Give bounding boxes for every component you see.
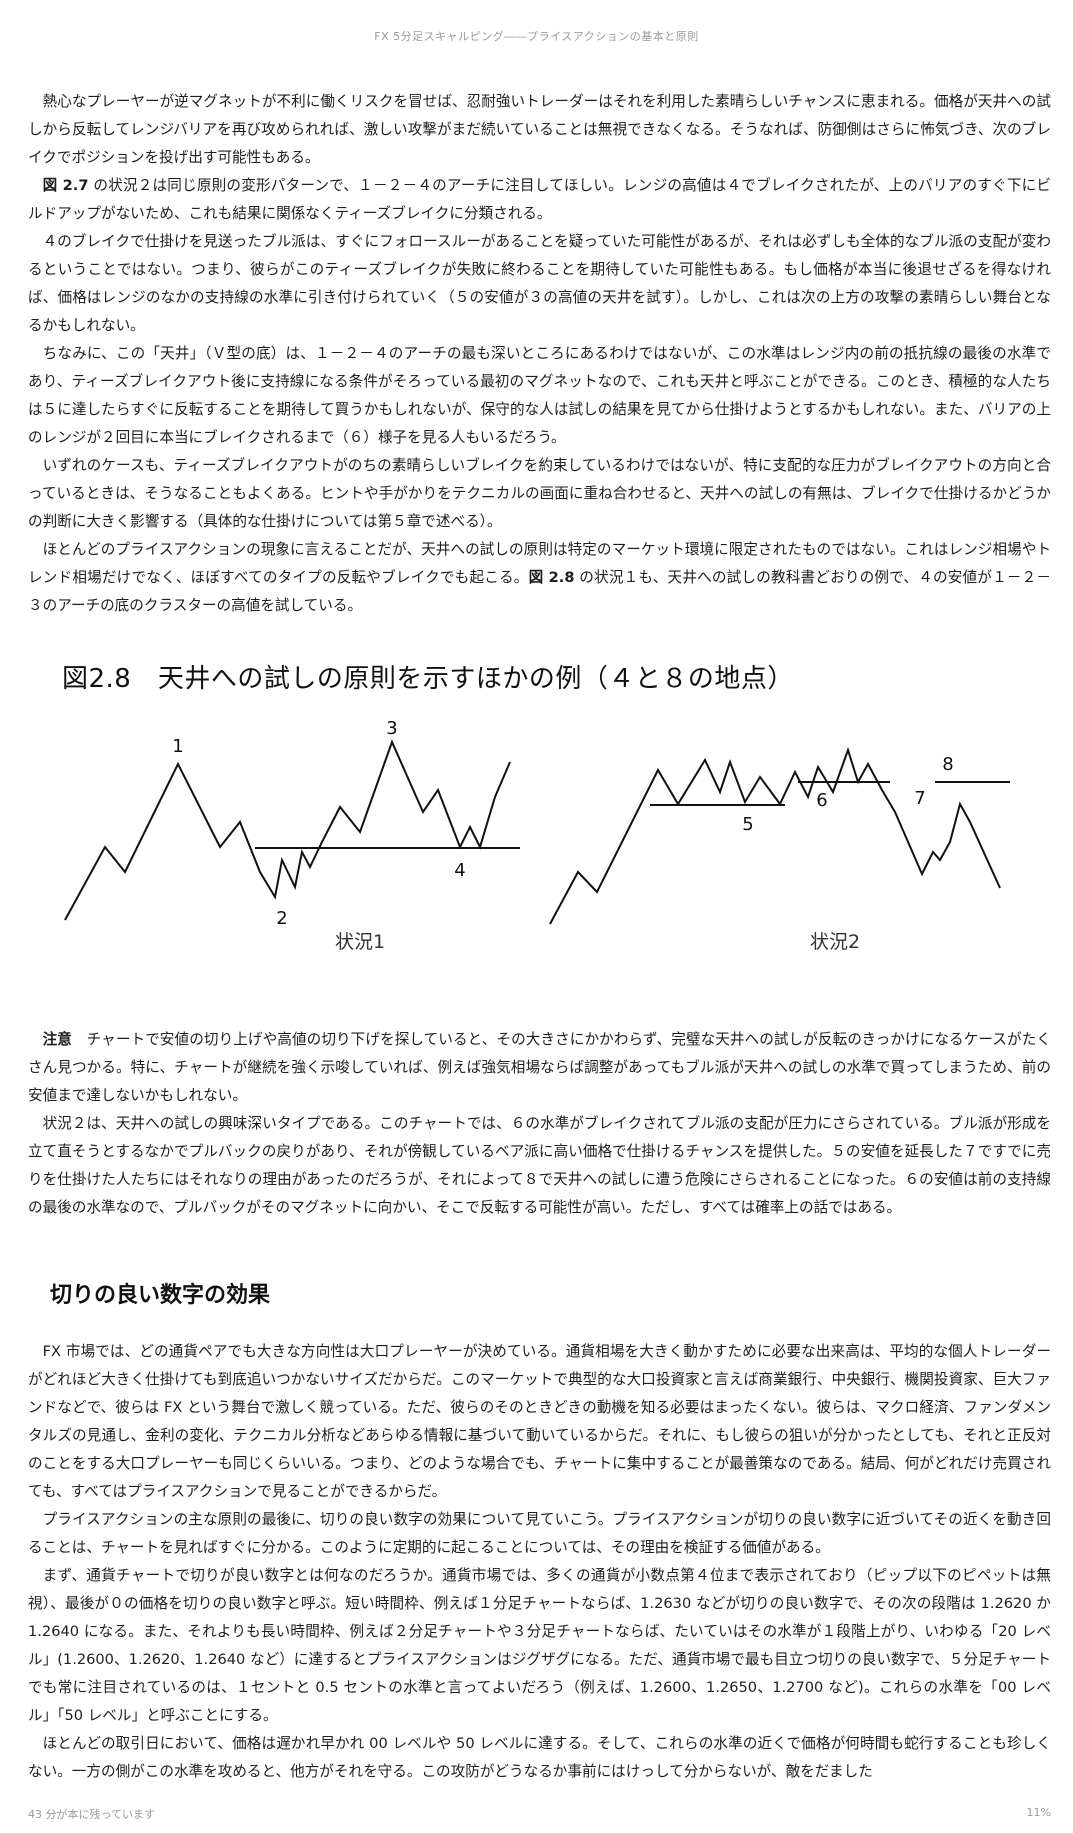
- paragraph: ほとんどのプライスアクションの現象に言えることだが、天井への試しの原則は特定のマ…: [28, 541, 1052, 614]
- reading-time-remaining: 43 分が本に残っています: [28, 1808, 155, 1821]
- note-text: チャートで安値の切り上げや高値の切り下げを探していると、その大きさにかかわらず、…: [28, 1031, 1051, 1104]
- label-5: 5: [742, 814, 753, 835]
- paragraph: ４のブレイクで仕掛けを見送ったブル派は、すぐにフォロースルーがあることを疑ってい…: [28, 233, 1051, 334]
- panel-situation-2: [549, 746, 1010, 925]
- note-label: 注意: [42, 1031, 72, 1048]
- paragraph: いずれのケースも、ティーズブレイクアウトがのちの素晴らしいブレイクを約束している…: [28, 457, 1051, 530]
- label-2: 2: [276, 908, 287, 929]
- caption-situation-2: 状況2: [810, 931, 860, 953]
- paragraph: 熱心なプレーヤーが逆マグネットが不利に働くリスクを冒せば、忍耐強いトレーダーはそ…: [28, 93, 1051, 166]
- paragraph: ほとんどの取引日において、価格は遅かれ早かれ 00 レベルや 50 レベルに達す…: [28, 1735, 1051, 1780]
- paragraph: 図 2.7 の状況２は同じ原則の変形パターンで、１－２－４のアーチに注目してほし…: [28, 177, 1052, 222]
- paragraph: まず、通貨チャートで切りが良い数字とは何なのだろうか。通貨市場では、多くの通貨が…: [28, 1567, 1051, 1724]
- label-1: 1: [172, 736, 183, 757]
- paragraph: 状況２は、天井への試しの興味深いタイプである。このチャートでは、６の水準がブレイ…: [28, 1115, 1051, 1216]
- label-4: 4: [454, 860, 465, 881]
- reading-progress: 11%: [1026, 1806, 1051, 1819]
- paragraph: プライスアクションの主な原則の最後に、切りの良い数字の効果について見ていこう。プ…: [28, 1511, 1051, 1556]
- running-header: FX 5分足スキャルピング――プライスアクションの基本と原則: [374, 30, 699, 43]
- figure-reference: 図 2.7: [42, 177, 89, 194]
- label-7: 7: [914, 788, 925, 809]
- paragraph: FX 市場では、どの通貨ペアでも大きな方向性は大口プレーヤーが決めている。通貨相…: [28, 1343, 1051, 1500]
- section-heading: 切りの良い数字の効果: [50, 1283, 271, 1308]
- note-paragraph: 注意 チャートで安値の切り上げや高値の切り下げを探していると、その大きさにかかわ…: [28, 1026, 1051, 1110]
- body-text: 熱心なプレーヤーが逆マグネットが不利に働くリスクを冒せば、忍耐強いトレーダーはそ…: [28, 88, 1051, 620]
- label-3: 3: [386, 718, 397, 739]
- label-8: 8: [942, 754, 953, 775]
- paragraph: ちなみに、この「天井」（Ｖ型の底）は、１－２－４のアーチの最も深いところにあるわ…: [28, 345, 1051, 446]
- figure-title: 図2.8 天井への試しの原則を示すほかの例（４と８の地点）: [62, 664, 794, 694]
- price-path-2: [549, 746, 1001, 925]
- price-pattern-figure: 1 2 3 4 状況1 5 6 7 8 状況2: [64, 718, 1010, 953]
- figure-reference: 図 2.8: [528, 569, 575, 586]
- price-path-1: [64, 739, 511, 921]
- section-body: FX 市場では、どの通貨ペアでも大きな方向性は大口プレーヤーが決めている。通貨相…: [28, 1338, 1051, 1786]
- label-6: 6: [816, 790, 827, 811]
- note-block: 注意 チャートで安値の切り上げや高値の切り下げを探していると、その大きさにかかわ…: [28, 1026, 1051, 1222]
- caption-situation-1: 状況1: [335, 931, 385, 953]
- panel-situation-1: [64, 739, 520, 921]
